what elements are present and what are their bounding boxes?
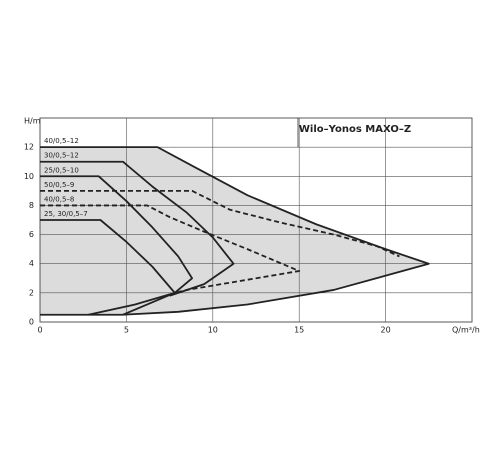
curve-label: 25/0,5–10 xyxy=(44,166,79,174)
y-tick-label: 2 xyxy=(29,288,34,297)
curve-label: 25, 30/0,5–7 xyxy=(44,210,88,218)
pump-curve xyxy=(40,204,301,294)
curves xyxy=(40,146,430,316)
y-tick-label: 0 xyxy=(29,318,34,327)
area xyxy=(40,147,429,315)
curve-label: 30/0,5–12 xyxy=(44,152,79,160)
pump-curve xyxy=(40,189,400,258)
curve-label: 40/0,5–12 xyxy=(44,137,79,145)
y-tick-label: 10 xyxy=(24,172,34,181)
x-tick-label: 15 xyxy=(294,326,304,335)
x-tick-label: 10 xyxy=(208,326,218,335)
curve-label: 40/0,5–8 xyxy=(44,195,74,203)
pump-curve xyxy=(40,160,235,297)
y-axis-label: H/m xyxy=(24,117,41,126)
x-tick-label: 20 xyxy=(381,326,391,335)
curve-label: 50/0,5–9 xyxy=(44,181,74,189)
series-layer xyxy=(40,147,429,315)
y-tick-label: 4 xyxy=(29,259,34,268)
pump-curve xyxy=(40,219,176,316)
x-tick-label: 5 xyxy=(124,326,129,335)
pump-curve xyxy=(40,146,430,316)
y-tick-label: 8 xyxy=(29,201,34,210)
y-tick-label: 12 xyxy=(24,143,34,152)
y-tick-label: 6 xyxy=(29,230,34,239)
chart-title: Wilo–Yonos MAXO–Z xyxy=(299,124,411,135)
pump-curve xyxy=(40,175,193,316)
x-axis-label: Q/m³/h xyxy=(452,326,480,335)
x-tick-label: 0 xyxy=(37,326,42,335)
